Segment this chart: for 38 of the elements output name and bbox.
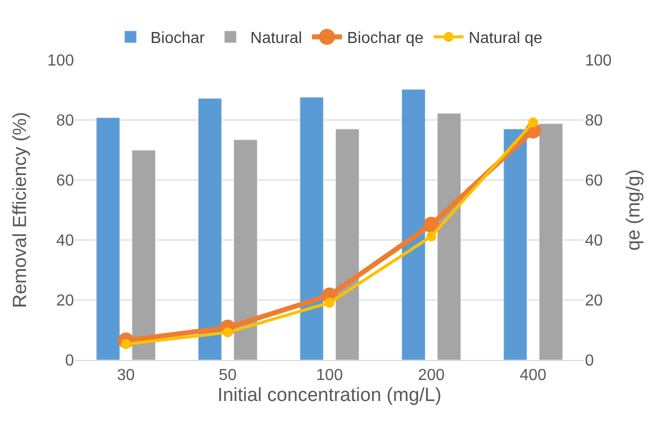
point bbox=[426, 231, 436, 242]
bar bbox=[503, 128, 528, 360]
bar bbox=[132, 150, 156, 360]
legend-label: Natural bbox=[250, 30, 302, 48]
x-tick-label: 200 bbox=[418, 367, 445, 384]
y2-axis-title: qe (mg/g) bbox=[624, 169, 645, 251]
y-tick-label: 40 bbox=[56, 232, 74, 250]
bar bbox=[402, 89, 426, 360]
bar bbox=[437, 113, 462, 360]
legend-label: Biochar qe bbox=[347, 30, 424, 48]
y-tick-label: 80 bbox=[56, 112, 74, 130]
bar bbox=[198, 98, 222, 360]
point bbox=[528, 117, 538, 128]
y2-tick-label: 40 bbox=[585, 232, 603, 250]
bar bbox=[538, 123, 563, 360]
y2-tick-label: 0 bbox=[585, 352, 594, 370]
point bbox=[324, 298, 334, 308]
x-axis-title: Initial concentration (mg/L) bbox=[218, 385, 442, 406]
point bbox=[423, 216, 440, 233]
y2-tick-label: 80 bbox=[585, 112, 603, 130]
legend-label: Biochar bbox=[150, 30, 206, 48]
x-tick-label: 400 bbox=[520, 367, 547, 384]
bar bbox=[335, 128, 360, 360]
x-tick-label: 50 bbox=[218, 367, 237, 384]
x-tick-label: 100 bbox=[316, 367, 343, 384]
y-tick-label: 20 bbox=[56, 292, 74, 310]
bar bbox=[96, 117, 120, 360]
bar bbox=[300, 96, 324, 360]
y-tick-label: 60 bbox=[56, 172, 74, 190]
y2-tick-label: 60 bbox=[585, 172, 603, 190]
y2-tick-label: 20 bbox=[585, 292, 603, 310]
y-tick-label: 100 bbox=[47, 52, 74, 70]
bar bbox=[234, 140, 258, 360]
y2-tick-label: 100 bbox=[585, 52, 612, 70]
x-tick-label: 30 bbox=[117, 367, 135, 384]
y-tick-label: 0 bbox=[65, 352, 74, 370]
legend-label: Natural qe bbox=[468, 30, 543, 48]
y-axis-title: Removal Efficiency (%) bbox=[10, 112, 32, 308]
